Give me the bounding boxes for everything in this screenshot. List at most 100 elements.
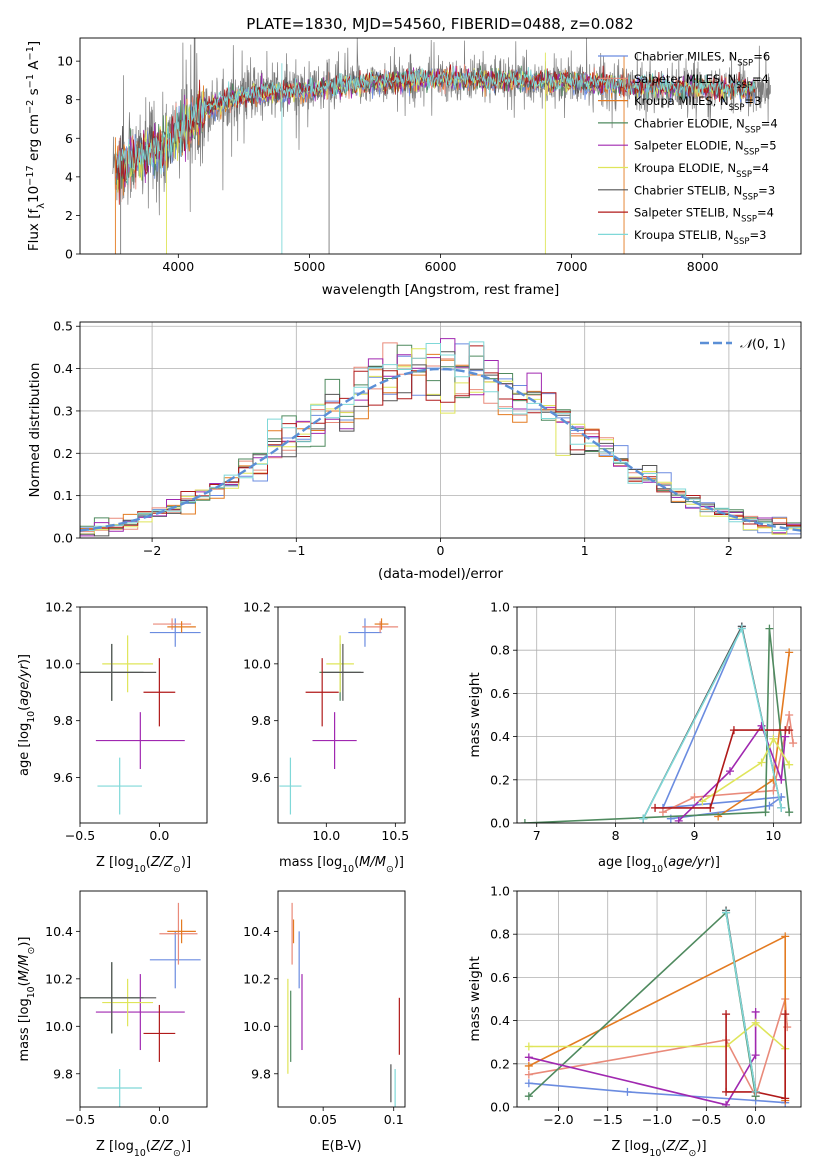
x-tick-label: 0.1 xyxy=(384,1112,404,1127)
histogram-5 xyxy=(80,348,801,535)
axes-frame xyxy=(277,890,406,1108)
weight-marker xyxy=(722,1100,731,1107)
weight-marker xyxy=(729,726,738,735)
x-tick-label: −1 xyxy=(287,543,305,558)
y-tick-label: 0.6 xyxy=(490,686,510,701)
legend-label: Salpeter MILES, NSSP=4 xyxy=(634,72,769,91)
weight-marker xyxy=(524,1053,533,1062)
axes-frame xyxy=(79,606,208,824)
x-axis-label: age [log10(age/yr)] xyxy=(598,855,720,875)
y-tick-label: 0.2 xyxy=(490,772,510,787)
y-axis-label: Normed distribution xyxy=(27,363,43,498)
errorbar-point-5 xyxy=(102,978,154,1027)
errorbar-point-6 xyxy=(80,962,157,1034)
weight-marker xyxy=(524,1092,533,1101)
y-tick-label: 10.2 xyxy=(243,600,271,615)
plot-area xyxy=(112,38,771,254)
x-axis-label: Z [log10(Z/Z⊙)] xyxy=(96,855,191,875)
x-tick-label: 4000 xyxy=(162,259,194,274)
plot-area xyxy=(279,618,399,815)
histogram-8 xyxy=(80,341,801,531)
x-axis-label: Z [log10(Z/Z⊙)] xyxy=(96,1139,191,1159)
legend-label: Chabrier STELIB, NSSP=3 xyxy=(634,183,775,202)
errorbar-point-7 xyxy=(305,658,339,727)
errorbar-point-0 xyxy=(149,931,201,989)
legend-label: Kroupa MILES, NSSP=3 xyxy=(634,94,761,113)
y-tick-label: 9.8 xyxy=(251,1066,271,1081)
y-tick-label: 6 xyxy=(65,131,73,146)
legend-label: Kroupa ELODIE, NSSP=4 xyxy=(634,161,769,180)
errorbar-point-2 xyxy=(167,919,196,944)
legend: Chabrier MILES, NSSP=6 Salpeter MILES, NS… xyxy=(598,50,778,247)
y-tick-label: 0.8 xyxy=(490,643,510,658)
errorbar-point-7 xyxy=(143,658,176,727)
plot-area xyxy=(80,902,201,1107)
legend-label: Kroupa STELIB, NSSP=3 xyxy=(634,228,766,247)
axes-frame xyxy=(277,606,406,824)
x-axis-label: mass [log10(M/M⊙)] xyxy=(279,855,404,875)
x-tick-label: 0.0 xyxy=(746,1112,766,1127)
x-axis-label: E(B-V) xyxy=(321,1139,361,1154)
plot-area xyxy=(520,622,798,823)
errorbar-point-0 xyxy=(149,618,201,647)
weight-marker xyxy=(674,816,683,823)
weight-marker xyxy=(658,808,667,817)
errorbar-point-5 xyxy=(102,635,154,693)
weight-marker xyxy=(785,648,794,657)
x-tick-label: 0.05 xyxy=(309,1112,337,1127)
x-axis-label: Z [log10(Z/Z⊙)] xyxy=(611,1139,706,1159)
y-tick-label: 0 xyxy=(65,247,73,262)
axes-frame xyxy=(79,890,208,1108)
weight-marker xyxy=(769,775,778,784)
weight-line-7 xyxy=(655,729,790,809)
legend-label: Salpeter STELIB, NSSP=4 xyxy=(634,206,774,225)
weight-line-6 xyxy=(642,624,783,820)
y-tick-label: 0.6 xyxy=(490,970,510,985)
y-tick-label: 10.2 xyxy=(45,600,73,615)
model-spectrum-8 xyxy=(115,66,756,185)
y-tick-label: 10.2 xyxy=(243,971,271,986)
errorbar-point-4 xyxy=(312,712,357,769)
weight-marker xyxy=(777,803,786,812)
y-tick-label: 0.4 xyxy=(490,1013,510,1028)
y-tick-label: 0.0 xyxy=(490,816,510,831)
y-tick-label: 10.4 xyxy=(45,924,73,939)
y-tick-label: 0.4 xyxy=(490,729,510,744)
x-tick-label: 5000 xyxy=(294,259,326,274)
x-tick-label: 10.5 xyxy=(381,828,409,843)
x-tick-label: −1.0 xyxy=(642,1112,672,1127)
weight-marker xyxy=(751,1051,760,1060)
legend-label: Chabrier ELODIE, NSSP=4 xyxy=(634,116,778,135)
plot-residuals: −2 −1 0 1 2 0.0 0.1 0.2 0.3 0.4 0.5 (data-model)/er… xyxy=(27,319,802,582)
weight-line-5 xyxy=(528,1021,786,1050)
weight-marker xyxy=(783,1023,792,1032)
x-tick-label: 1 xyxy=(581,543,589,558)
axes-frame xyxy=(516,606,802,824)
y-tick-label: 0.3 xyxy=(53,403,73,418)
x-tick-label: −0.5 xyxy=(691,1112,721,1127)
errorbar-point-1 xyxy=(362,621,399,633)
errorbar-point-8 xyxy=(97,1069,142,1107)
x-tick-label: 6000 xyxy=(425,259,457,274)
weight-line-3 xyxy=(524,628,790,823)
axes-frame xyxy=(516,890,802,1108)
y-tick-label: 9.6 xyxy=(251,770,271,785)
weight-marker xyxy=(769,734,778,743)
weight-marker xyxy=(639,814,648,823)
plot-weight-vs-age: 7 8 9 10 0.0 0.2 0.4 0.6 0.8 1.0 age [log10(age/yr… xyxy=(467,600,802,875)
y-tick-label: 1.0 xyxy=(490,884,510,899)
x-tick-label: −2.0 xyxy=(543,1112,573,1127)
errorbar-point-4 xyxy=(95,974,185,1051)
legend-label: Salpeter ELODIE, NSSP=5 xyxy=(634,139,777,158)
weight-marker xyxy=(785,808,794,817)
x-tick-label: −0.5 xyxy=(65,828,95,843)
x-tick-label: 0 xyxy=(437,543,445,558)
errorbar-point-4 xyxy=(95,712,185,769)
weight-marker xyxy=(690,793,699,802)
weight-marker xyxy=(706,803,715,812)
y-tick-label: 0.1 xyxy=(53,488,73,503)
weight-marker xyxy=(765,624,774,633)
y-tick-label: 9.6 xyxy=(53,770,73,785)
figure-title: PLATE=1830, MJD=54560, FIBERID=0488, z=0… xyxy=(246,15,633,33)
y-tick-label: 9.8 xyxy=(53,1066,73,1081)
